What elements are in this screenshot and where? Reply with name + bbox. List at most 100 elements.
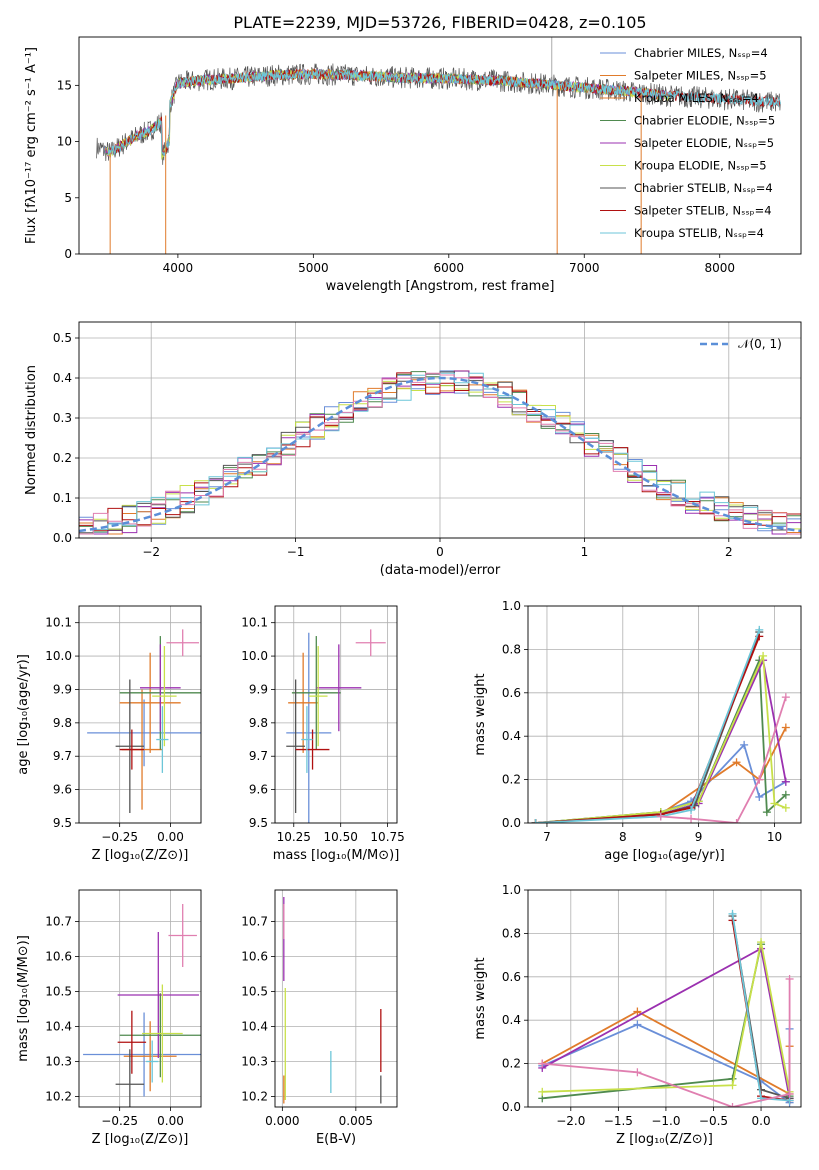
y-tick-label: 9.8	[249, 716, 268, 730]
x-tick-label: 10.50	[324, 830, 358, 844]
series-marker	[728, 909, 737, 918]
x-tick-label: 10.75	[370, 830, 404, 844]
series-marker	[755, 775, 764, 784]
legend-entry: Chabrier ELODIE, Nₛₛₚ=5	[634, 114, 775, 128]
y-tick-label: 5	[64, 191, 72, 205]
series-line-pink	[542, 979, 791, 1107]
legend-entry: Kroupa ELODIE, Nₛₛₚ=5	[634, 159, 767, 173]
y-tick-label: 10.0	[241, 649, 268, 663]
series-line-chabrier_elodie	[535, 659, 787, 823]
mass_weight_vs_age-grid	[528, 605, 801, 824]
mass_vs_Z-marks	[83, 904, 201, 1107]
y-tick-label: 0.5	[53, 331, 72, 345]
y-tick-label: 10.6	[241, 950, 268, 964]
series-marker	[770, 799, 779, 808]
y-tick-label: 0.3	[53, 411, 72, 425]
y-tick-label: 10.2	[241, 1090, 268, 1104]
y-tick-label: 10.2	[45, 1090, 72, 1104]
y-tick-label: 10.5	[45, 985, 72, 999]
errorbar-point	[119, 993, 201, 1078]
age_vs_mass-grid	[275, 606, 397, 824]
residuals-frame	[78, 321, 802, 539]
residuals-panel: −2 −1 0 1 2 0.0 0.1 0.2 0.3 0.4 0.5 𝒩(0, 1) (data-mo…	[24, 321, 802, 578]
series-line-kroupa_elodie	[535, 655, 787, 823]
x-tick-label: 5000	[298, 261, 329, 275]
errorbar-point	[355, 629, 386, 657]
spectrum-series-chabrier_stelib	[96, 63, 781, 165]
x-tick-label: 0.0	[752, 1114, 771, 1128]
series-marker	[785, 1089, 794, 1098]
errorbar-point	[142, 984, 183, 1083]
x-axis-label: Z [log₁₀(Z/Z⊙)]	[616, 1132, 713, 1147]
y-tick-label: 10.3	[45, 1055, 72, 1069]
errorbar-point	[166, 629, 199, 657]
gaussian-curve	[79, 376, 801, 533]
x-tick-label: −0.25	[101, 830, 138, 844]
series-marker	[755, 625, 764, 634]
x-axis-label: E(B-V)	[316, 1132, 356, 1147]
series-marker	[728, 1103, 737, 1107]
y-axis-label: age [log₁₀(age/yr)]	[16, 654, 31, 775]
spectrum-frame	[78, 36, 802, 255]
y-tick-label: 10	[57, 135, 72, 149]
age_vs_Z-marks	[87, 629, 201, 813]
errorbar-point	[83, 1012, 201, 1097]
errorbar-point	[288, 652, 319, 753]
y-tick-label: 9.9	[249, 682, 268, 696]
y-tick-label: 10.6	[45, 950, 72, 964]
age_vs_mass-panel: 10.25 10.50 10.75 9.5 9.6 9.7 9.8 9.9 10.0 10.1 ma…	[241, 605, 405, 863]
x-tick-label: 7	[543, 830, 551, 844]
mass_vs_ebv-marks	[283, 897, 382, 1104]
mass_weight_vs_age-panel: 7 8 9 10 0.0 0.2 0.4 0.6 0.8 1.0 age [log₁₀(age/yr…	[473, 599, 802, 863]
x-tick-label: 0.000	[265, 1114, 299, 1128]
y-tick-label: 0.8	[502, 642, 521, 656]
residuals-marks	[79, 370, 801, 538]
y-tick-label: 10.4	[45, 1020, 72, 1034]
x-tick-label: 1	[581, 545, 589, 559]
age_vs_Z-frame	[78, 605, 202, 824]
mass_weight_vs_age-marks	[531, 625, 790, 823]
y-tick-label: 0.8	[502, 926, 521, 940]
series-marker	[762, 808, 771, 817]
x-axis-label: age [log₁₀(age/yr)]	[604, 848, 725, 863]
x-tick-label: 8	[619, 830, 627, 844]
x-tick-label: 10	[767, 830, 782, 844]
y-tick-label: 9.7	[249, 749, 268, 763]
x-axis-label: wavelength [Angstrom, rest frame]	[326, 279, 555, 294]
y-tick-label: 0.2	[502, 773, 521, 787]
y-tick-label: 1.0	[502, 883, 521, 897]
figure-title: PLATE=2239, MJD=53726, FIBERID=0428, z=0…	[233, 13, 646, 32]
series-marker	[732, 819, 741, 823]
series-marker	[740, 740, 749, 749]
series-line-salpeter_stelib	[535, 636, 761, 823]
mass_vs_ebv-grid	[275, 890, 397, 1107]
series-marker	[785, 974, 794, 983]
x-tick-label: −1.0	[651, 1114, 680, 1128]
x-axis-label: (data-model)/error	[380, 563, 501, 578]
legend-entry: Chabrier MILES, Nₛₛₚ=4	[634, 46, 768, 60]
x-axis-label: Z [log₁₀(Z/Z⊙)]	[92, 848, 189, 863]
x-tick-label: 9	[695, 830, 703, 844]
mass_weight_vs_Z-frame	[527, 889, 802, 1108]
x-tick-label: 0.005	[339, 1114, 373, 1128]
y-tick-label: 0.4	[53, 371, 72, 385]
errorbar-point	[168, 904, 197, 967]
series-marker	[633, 1007, 642, 1016]
errorbar-point	[156, 706, 169, 773]
mass_vs_ebv-panel: 0.000 0.005 10.2 10.3 10.4 10.5 10.6 10.7 E(B-V)	[241, 889, 398, 1147]
series-marker	[687, 805, 696, 814]
legend-entry: Kroupa STELIB, Nₛₛₚ=4	[634, 226, 764, 240]
errorbar-point	[286, 679, 306, 813]
legend-entry: Chabrier STELIB, Nₛₛₚ=4	[634, 181, 773, 195]
y-tick-label: 10.7	[241, 915, 268, 929]
histogram-pink	[79, 372, 801, 538]
series-marker	[781, 803, 790, 812]
errorbar-point	[115, 679, 145, 813]
legend-entry: 𝒩(0, 1)	[738, 337, 782, 351]
series-line-pink	[660, 696, 787, 823]
errorbar-point	[117, 932, 199, 1058]
y-tick-label: 9.6	[249, 783, 268, 797]
series-marker	[759, 651, 768, 660]
mass_weight_vs_Z-panel: −2.0 −1.5 −1.0 −0.5 0.0 0.0 0.2 0.4 0.6 0.8 1.0 Z […	[473, 883, 802, 1147]
